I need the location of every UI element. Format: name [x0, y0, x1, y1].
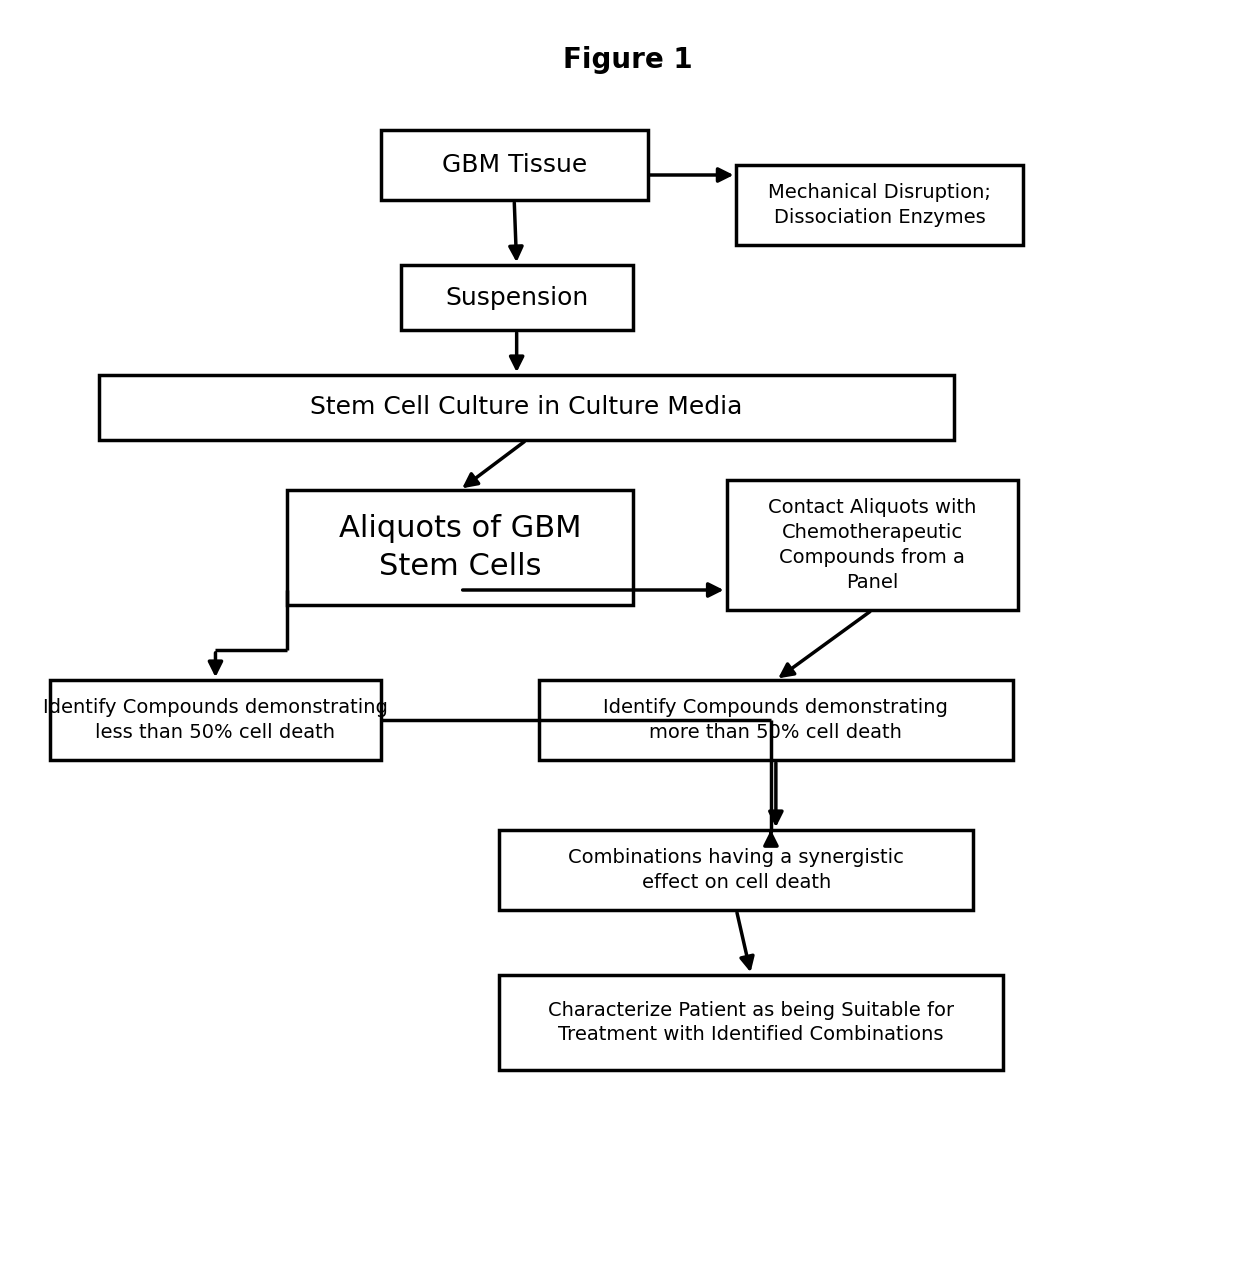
Bar	[727, 480, 1018, 610]
Bar	[50, 680, 381, 760]
Bar	[737, 165, 1023, 245]
Bar	[500, 975, 1003, 1071]
Text: Identify Compounds demonstrating
more than 50% cell death: Identify Compounds demonstrating more th…	[604, 699, 949, 741]
Text: Contact Aliquots with
Chemotherapeutic
Compounds from a
Panel: Contact Aliquots with Chemotherapeutic C…	[768, 498, 976, 591]
Text: Stem Cell Culture in Culture Media: Stem Cell Culture in Culture Media	[310, 396, 743, 420]
Text: Combinations having a synergistic
effect on cell death: Combinations having a synergistic effect…	[568, 847, 904, 892]
Text: GBM Tissue: GBM Tissue	[441, 153, 587, 177]
Bar	[288, 491, 632, 605]
Text: Characterize Patient as being Suitable for
Treatment with Identified Combination: Characterize Patient as being Suitable f…	[548, 1000, 955, 1044]
Text: Mechanical Disruption;
Dissociation Enzymes: Mechanical Disruption; Dissociation Enzy…	[768, 183, 991, 227]
Bar	[539, 680, 1013, 760]
Text: Figure 1: Figure 1	[563, 45, 693, 74]
Text: Identify Compounds demonstrating
less than 50% cell death: Identify Compounds demonstrating less th…	[43, 699, 388, 741]
Bar	[99, 375, 954, 440]
Text: Aliquots of GBM
Stem Cells: Aliquots of GBM Stem Cells	[339, 514, 582, 581]
Bar	[381, 130, 647, 200]
Bar	[500, 830, 973, 910]
Text: Suspension: Suspension	[445, 285, 588, 309]
Bar	[401, 265, 632, 330]
